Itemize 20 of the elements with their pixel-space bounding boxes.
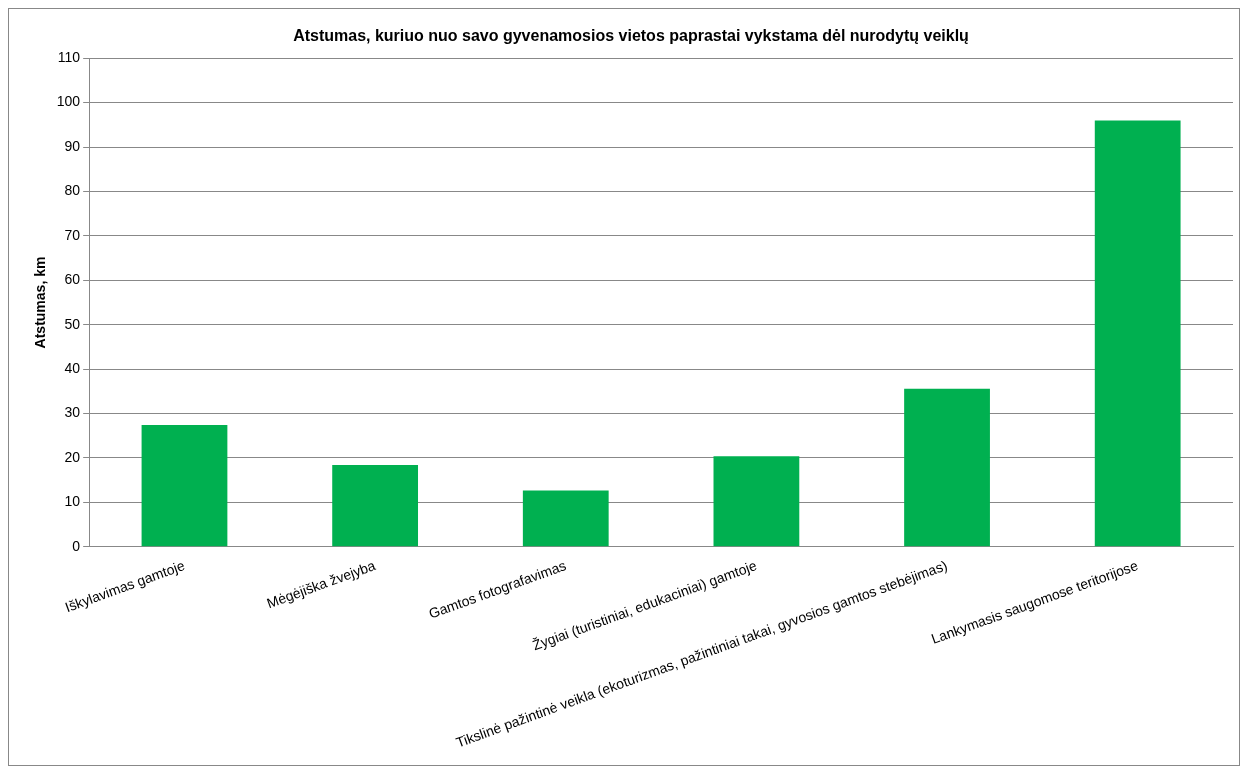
y-tick-label: 80 bbox=[64, 182, 81, 199]
bar bbox=[522, 490, 609, 547]
y-tick-label: 40 bbox=[64, 360, 81, 376]
bar bbox=[1094, 120, 1181, 547]
y-tick-label: 70 bbox=[64, 226, 81, 243]
y-tick-label: 60 bbox=[64, 271, 81, 288]
bar bbox=[141, 425, 228, 547]
y-axis-title: Atstumas, km bbox=[32, 256, 49, 349]
y-tick-label: 20 bbox=[64, 448, 81, 465]
bar bbox=[713, 456, 800, 547]
chart-title: Atstumas, kuriuo nuo savo gyvenamosios vietos paprastai vykstama dėl nurodytų veiklų bbox=[293, 27, 969, 45]
y-tick-label: 30 bbox=[64, 404, 81, 421]
bar bbox=[904, 388, 990, 547]
y-tick-label: 100 bbox=[56, 93, 81, 110]
y-tick-label: 10 bbox=[64, 493, 81, 510]
y-tick-label: 50 bbox=[64, 315, 81, 332]
bar bbox=[332, 465, 419, 547]
y-tick-label: 0 bbox=[72, 537, 81, 554]
y-tick-label: 90 bbox=[64, 137, 81, 154]
y-tick-label: 110 bbox=[57, 49, 81, 66]
